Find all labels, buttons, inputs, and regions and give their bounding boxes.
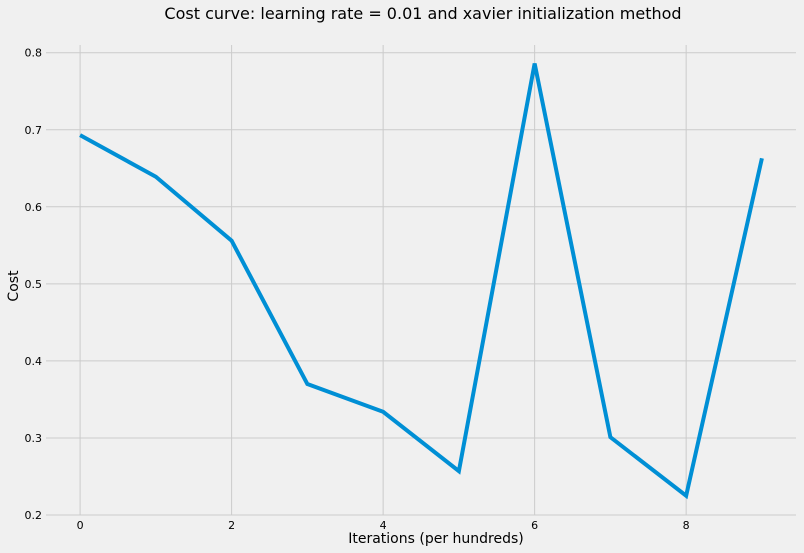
chart-title: Cost curve: learning rate = 0.01 and xav… xyxy=(164,4,681,23)
y-tick-label: 0.3 xyxy=(25,432,43,445)
x-tick-label: 4 xyxy=(380,519,387,532)
x-tick-label: 6 xyxy=(531,519,538,532)
cost-series-line xyxy=(79,63,764,500)
y-tick-label: 0.7 xyxy=(25,124,43,137)
y-tick-label: 0.8 xyxy=(25,47,43,60)
y-tick-label: 0.5 xyxy=(25,278,43,291)
y-tick-labels: 0.2 0.3 0.4 0.5 0.6 0.7 0.8 xyxy=(25,47,43,522)
x-tick-label: 8 xyxy=(683,519,690,532)
x-tick-labels: 0 2 4 6 8 xyxy=(77,519,690,532)
y-tick-label: 0.2 xyxy=(25,509,43,522)
y-tick-label: 0.4 xyxy=(25,355,43,368)
series-layer xyxy=(79,63,764,500)
x-grid xyxy=(79,45,687,515)
y-grid xyxy=(46,52,796,516)
x-axis-label: Iterations (per hundreds) xyxy=(348,531,524,547)
x-tick-label: 2 xyxy=(228,519,235,532)
x-tick-label: 0 xyxy=(77,519,84,532)
y-axis-label: Cost xyxy=(6,270,22,302)
y-tick-label: 0.6 xyxy=(25,201,43,214)
